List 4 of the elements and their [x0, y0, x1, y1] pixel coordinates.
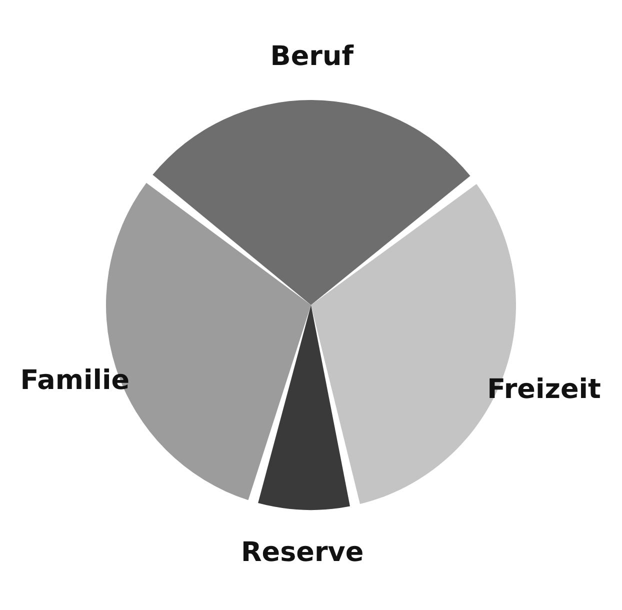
slice-label: Freizeit [487, 374, 602, 405]
slice-label: Reserve [240, 536, 364, 568]
slice-label: Familie [20, 364, 130, 396]
slice-label: Beruf [270, 41, 354, 72]
